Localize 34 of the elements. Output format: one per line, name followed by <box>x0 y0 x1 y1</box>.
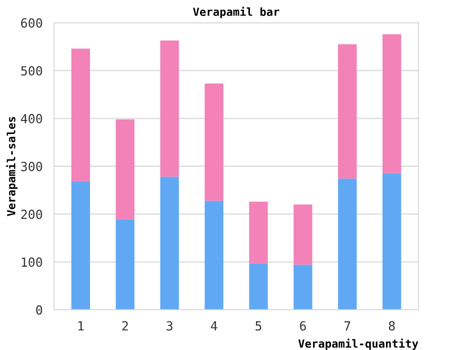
bar <box>249 263 268 310</box>
bar <box>294 264 312 310</box>
bar <box>204 200 224 310</box>
bar <box>116 119 134 220</box>
y-tick-label: 0 <box>36 305 42 315</box>
bar <box>116 219 134 310</box>
x-tick-label: 8 <box>388 321 395 331</box>
x-tick-label: 4 <box>210 321 218 330</box>
chart-title: Verapamil bar <box>193 6 280 18</box>
y-tick-label: 200 <box>21 210 42 220</box>
bar <box>382 34 402 174</box>
bar <box>382 173 402 310</box>
x-tick-label: 7 <box>344 321 350 330</box>
x-tick-label: 3 <box>166 321 172 331</box>
y-tick-label: 100 <box>22 257 42 267</box>
x-tick-label: 5 <box>256 321 262 331</box>
bar <box>249 202 268 264</box>
y-tick-label: 500 <box>21 66 42 76</box>
bar <box>338 44 357 179</box>
bar <box>160 40 179 177</box>
x-tick-label: 6 <box>300 321 306 331</box>
bar <box>204 84 224 201</box>
bar <box>338 178 357 310</box>
y-tick-label: 600 <box>21 18 42 28</box>
y-tick-label: 400 <box>20 114 42 124</box>
bar <box>71 181 90 310</box>
bar <box>294 204 312 265</box>
y-axis-title: Verapamil-sales <box>6 116 18 216</box>
y-tick-label: 300 <box>21 162 42 172</box>
x-axis-title: Verapamil-quantity <box>298 338 418 350</box>
x-tick-label: 2 <box>122 321 128 330</box>
bar <box>71 48 90 182</box>
bar <box>160 176 179 310</box>
x-tick-label: 1 <box>78 321 84 330</box>
